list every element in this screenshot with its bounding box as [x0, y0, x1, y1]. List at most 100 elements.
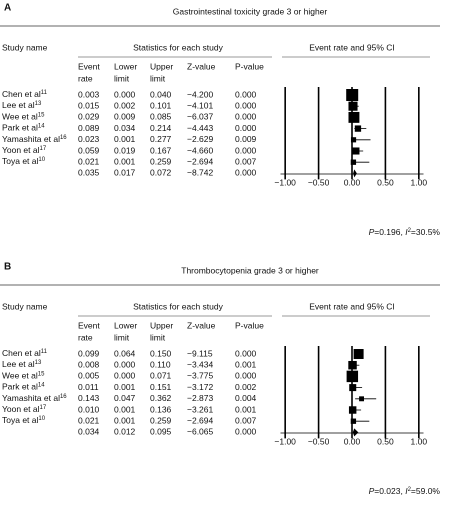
table-cell: 0.001 — [235, 359, 257, 369]
table-cell: 0.143 — [78, 393, 100, 403]
table-cell: 0.110 — [150, 359, 171, 369]
column-header: Lower — [114, 320, 137, 330]
effect-square — [348, 360, 357, 370]
study-name: Yamashita et al16 — [2, 134, 67, 144]
table-cell: 0.003 — [78, 89, 100, 99]
note-part: P — [369, 227, 375, 237]
table-cell: 0.000 — [114, 89, 136, 99]
effect-square — [349, 384, 357, 392]
study-name: Park et al14 — [2, 382, 45, 392]
table-cell: 0.004 — [235, 393, 257, 403]
column-header: limit — [114, 73, 130, 83]
table-cell: 0.001 — [235, 404, 257, 414]
table-cell: 0.029 — [78, 112, 100, 122]
table-cell: 0.085 — [150, 112, 172, 122]
note-part: 2 — [408, 487, 412, 493]
table-cell: 0.000 — [235, 123, 257, 133]
effect-square — [350, 159, 357, 165]
effect-square — [353, 349, 364, 359]
table-cell: 0.035 — [78, 168, 100, 178]
table-cell: −6.037 — [187, 112, 214, 122]
table-cell: 0.007 — [235, 156, 257, 166]
effect-square — [359, 396, 365, 402]
table-cell: −4.660 — [187, 145, 214, 155]
note-part: I — [405, 227, 408, 237]
study-name: Yoon et al17 — [2, 145, 47, 155]
column-header: rate — [78, 332, 93, 342]
study-name: Chen et al11 — [2, 348, 48, 358]
x-tick-label: 0.00 — [344, 436, 361, 446]
table-cell: 0.009 — [235, 134, 257, 144]
column-header: Z-value — [187, 320, 216, 330]
x-tick-label: 0.50 — [377, 436, 394, 446]
table-cell: 0.005 — [78, 371, 100, 381]
table-cell: −6.065 — [187, 427, 214, 437]
table-cell: −2.873 — [187, 393, 214, 403]
study-name: Wee et al15 — [2, 112, 45, 122]
table-cell: 0.072 — [150, 168, 172, 178]
column-header: limit — [150, 332, 166, 342]
study-name: Lee et al13 — [2, 100, 42, 110]
table-cell: −2.694 — [187, 415, 214, 425]
effect-square — [348, 101, 358, 111]
effect-square — [348, 406, 357, 414]
table-cell: 0.010 — [78, 404, 100, 414]
study-label: Chen et al — [2, 89, 41, 99]
column-header: Upper — [150, 320, 173, 330]
study-name: Yamashita et al16 — [2, 393, 67, 403]
table-cell: 0.151 — [150, 382, 172, 392]
panel-label: B — [4, 262, 11, 273]
effect-square — [348, 111, 360, 123]
effect-square — [350, 418, 357, 424]
study-ref: 17 — [40, 146, 47, 152]
table-cell: 0.150 — [150, 348, 172, 358]
table-cell: 0.012 — [114, 427, 136, 437]
table-cell: 0.009 — [114, 112, 136, 122]
table-cell: 0.001 — [114, 134, 136, 144]
study-label: Yoon et al — [2, 145, 40, 155]
table-cell: 0.000 — [235, 145, 257, 155]
stats-header: Statistics for each study — [133, 301, 224, 311]
study-ref: 16 — [60, 134, 67, 140]
note-part: =0.023, — [374, 486, 405, 496]
table-cell: 0.136 — [150, 404, 172, 414]
x-tick-label: 1.00 — [411, 177, 428, 187]
study-label: Yamashita et al — [2, 134, 60, 144]
table-cell: −3.434 — [187, 359, 214, 369]
study-label: Yamashita et al — [2, 393, 60, 403]
table-cell: 0.008 — [78, 359, 100, 369]
table-cell: 0.000 — [235, 168, 257, 178]
table-cell: −3.172 — [187, 382, 214, 392]
table-cell: 0.277 — [150, 134, 172, 144]
table-cell: 0.040 — [150, 89, 172, 99]
study-ref: 15 — [38, 112, 45, 118]
table-cell: 0.011 — [78, 382, 99, 392]
table-cell: 0.034 — [114, 123, 136, 133]
panel-title: Thrombocytopenia grade 3 or higher — [181, 265, 319, 275]
study-ref: 15 — [38, 371, 45, 377]
study-ref: 10 — [38, 157, 45, 163]
study-ref: 14 — [38, 123, 45, 129]
table-cell: 0.259 — [150, 415, 172, 425]
study-label: Wee et al — [2, 112, 38, 122]
study-label: Park et al — [2, 123, 38, 133]
table-cell: 0.099 — [78, 348, 100, 358]
heterogeneity-note: P=0.023, I2=59.0% — [369, 486, 441, 496]
table-cell: −3.775 — [187, 371, 214, 381]
note-part: =59.0% — [411, 486, 441, 496]
table-cell: 0.167 — [150, 145, 172, 155]
summary-diamond — [352, 428, 359, 437]
table-cell: −9.115 — [187, 348, 213, 358]
study-header: Study name — [2, 42, 48, 52]
study-label: Toya et al — [2, 415, 38, 425]
note-part: =0.196, — [374, 227, 405, 237]
column-header: Lower — [114, 61, 137, 71]
table-cell: −3.261 — [187, 404, 214, 414]
table-cell: −4.101 — [187, 100, 214, 110]
study-name: Chen et al11 — [2, 89, 48, 99]
table-cell: 0.002 — [235, 382, 257, 392]
note-part: P — [369, 486, 375, 496]
table-cell: 0.017 — [114, 168, 136, 178]
study-ref: 16 — [60, 393, 67, 399]
table-cell: 0.001 — [114, 382, 136, 392]
